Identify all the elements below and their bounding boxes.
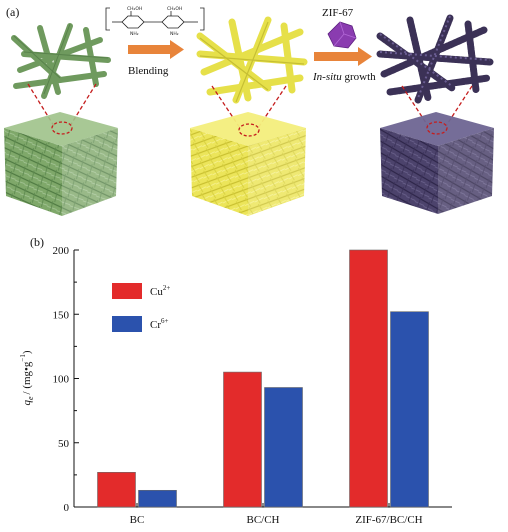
blending-label: Blending: [128, 65, 169, 77]
svg-text:NH₂: NH₂: [130, 31, 139, 37]
y-tick-label: 0: [64, 502, 70, 514]
legend-label-cr: Cr6+: [150, 317, 169, 331]
bc-fiber-network-icon: [11, 23, 111, 99]
legend-swatch-cr: [112, 316, 142, 332]
panel-b-label: (b): [30, 235, 44, 249]
legend: Cu2+ Cr6+: [112, 283, 170, 332]
bars: [97, 249, 429, 508]
legend-label-cu: Cu2+: [150, 284, 170, 298]
x-tick-label: BC/CH: [246, 514, 279, 526]
y-tick-label: 100: [53, 374, 70, 386]
zif67-label: ZIF-67: [322, 7, 354, 19]
zif-bc-ch-fiber-network-icon: [376, 14, 494, 104]
panel-b: (b) 0 50 100 150 200 BC BC/CH ZIF-67/BC/CH qe/…: [19, 235, 452, 526]
zif67-crystal-icon: [327, 21, 357, 49]
bar-cu-1: [223, 371, 262, 508]
y-axis-label: qe/ (mg•g−1): [19, 350, 35, 405]
chitosan-structure-icon: CH₂OH CH₂OH NH₂ NH₂: [105, 6, 205, 37]
bc-aerogel-cube-icon: [4, 112, 118, 216]
svg-text:NH₂: NH₂: [170, 31, 179, 37]
in-situ-growth-arrow-icon: [314, 47, 372, 66]
panel-a-label: (a): [6, 5, 19, 19]
legend-swatch-cu: [112, 283, 142, 299]
bar-cu-2: [349, 249, 388, 508]
y-tick-label: 200: [53, 245, 70, 257]
bar-cr-1: [264, 387, 303, 508]
in-situ-growth-label: In-situ growth: [312, 71, 376, 83]
x-tick-label: BC: [130, 514, 145, 526]
blending-arrow-icon: [128, 40, 184, 59]
panel-a: (a) CH₂OH CH₂OH: [4, 5, 494, 216]
bc-ch-aerogel-cube-icon: [190, 112, 306, 216]
bar-cr-0: [138, 489, 177, 508]
y-tick-label: 150: [53, 309, 70, 321]
y-axis-ticks: 0 50 100 150 200: [53, 245, 79, 514]
y-tick-label: 50: [58, 438, 70, 450]
x-tick-label: ZIF-67/BC/CH: [355, 514, 422, 526]
x-axis-ticks: BC BC/CH ZIF-67/BC/CH: [130, 503, 423, 526]
bar-cu-0: [97, 472, 136, 508]
zif-bc-ch-aerogel-cube-icon: [380, 112, 494, 214]
bar-cr-2: [390, 311, 429, 508]
svg-text:CH₂OH: CH₂OH: [167, 6, 182, 12]
svg-text:CH₂OH: CH₂OH: [127, 6, 142, 12]
